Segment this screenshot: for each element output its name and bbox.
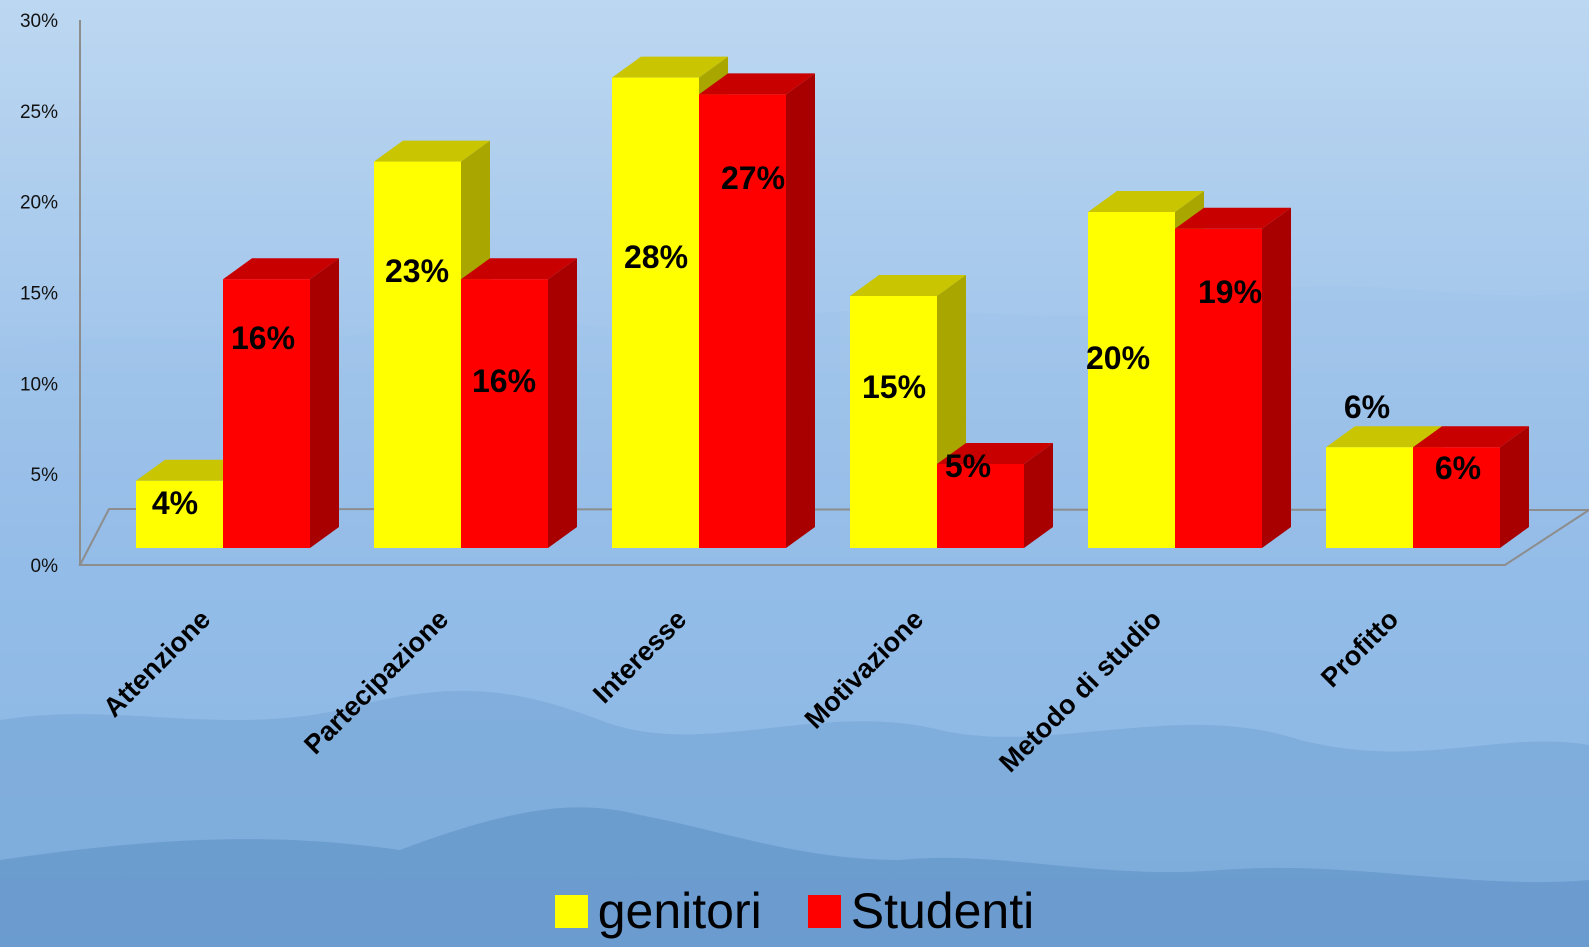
bar-front	[1413, 447, 1500, 548]
data-label: 16%	[231, 320, 295, 356]
bar-studenti-profitto	[1413, 426, 1529, 548]
bar-studenti-motivazione	[937, 443, 1053, 548]
bar-top	[461, 258, 577, 280]
y-tick-label: 20%	[20, 193, 58, 214]
legend-item-studenti: Studenti	[807, 883, 1035, 939]
bar-side	[1262, 207, 1291, 549]
y-tick-label: 25%	[20, 102, 58, 123]
bar-top	[937, 443, 1053, 464]
bar-front	[374, 161, 461, 548]
bar-side	[786, 73, 815, 549]
x-axis-categories: Attenzione Partecipazione Interesse Motivaz…	[97, 604, 1404, 778]
data-label: 6%	[1435, 450, 1481, 486]
bar-top	[1413, 426, 1529, 448]
data-label: 20%	[1086, 340, 1150, 376]
bar-front	[461, 279, 548, 548]
legend-label-genitori: genitori	[597, 883, 762, 939]
bar-side	[1500, 426, 1529, 548]
bar-top	[699, 73, 815, 95]
bar-front	[1175, 228, 1262, 549]
bar-side	[310, 258, 339, 548]
category-label-profitto: Profitto	[1315, 604, 1404, 693]
data-label: 19%	[1198, 274, 1262, 310]
bar-top	[374, 140, 490, 162]
bar-front	[937, 464, 1024, 548]
category-label-interesse: Interesse	[587, 604, 692, 709]
legend-item-genitori: genitori	[554, 883, 762, 939]
bar-front	[223, 279, 310, 548]
bar-front	[850, 296, 937, 548]
bar-top	[612, 56, 728, 78]
y-tick-label: 5%	[31, 465, 59, 486]
bars: 4% 16% 23% 16% 28% 27% 15% 5% 20% 19% 6% 6%	[136, 56, 1529, 549]
bar-studenti-attenzione	[223, 258, 339, 548]
y-tick-label: 10%	[20, 374, 58, 395]
legend-swatch-genitori	[554, 894, 588, 928]
bar-top	[223, 258, 339, 280]
bar-front	[612, 77, 699, 548]
legend-label-studenti: Studenti	[850, 883, 1035, 939]
chart-floor	[78, 507, 1589, 566]
y-tick-label: 0%	[31, 556, 59, 577]
bar-top	[1175, 207, 1291, 229]
data-label: 15%	[862, 369, 926, 405]
bar-front	[1088, 212, 1175, 548]
bar-studenti-metodo-di-studio	[1175, 207, 1291, 549]
data-label: 5%	[945, 448, 991, 484]
bar-top	[1088, 191, 1204, 212]
bar-top	[850, 275, 966, 296]
bar-studenti-interesse	[699, 73, 815, 549]
data-label: 23%	[385, 253, 449, 289]
data-label: 6%	[1344, 389, 1390, 425]
bar-front	[136, 480, 223, 548]
y-tick-label: 30%	[20, 11, 58, 32]
legend-swatch-studenti	[807, 894, 841, 928]
legend: genitori Studenti	[0, 886, 1589, 936]
bar-front	[699, 94, 786, 549]
bar-top	[1326, 426, 1442, 448]
category-label-motivazione: Motivazione	[799, 604, 929, 734]
category-label-attenzione: Attenzione	[97, 604, 216, 723]
category-label-metodo-di-studio: Metodo di studio	[993, 604, 1167, 778]
bar-side	[548, 258, 577, 548]
bar-front	[1326, 447, 1413, 548]
data-label: 4%	[152, 485, 198, 521]
bar-studenti-partecipazione	[461, 258, 577, 548]
category-label-partecipazione: Partecipazione	[298, 604, 454, 760]
y-tick-label: 15%	[20, 284, 58, 305]
data-label: 16%	[472, 363, 536, 399]
data-label: 27%	[721, 160, 785, 196]
y-axis-ticks: 0% 5% 10% 15% 20% 25% 30%	[20, 11, 58, 577]
data-label: 28%	[624, 239, 688, 275]
bar-side	[1024, 443, 1053, 548]
